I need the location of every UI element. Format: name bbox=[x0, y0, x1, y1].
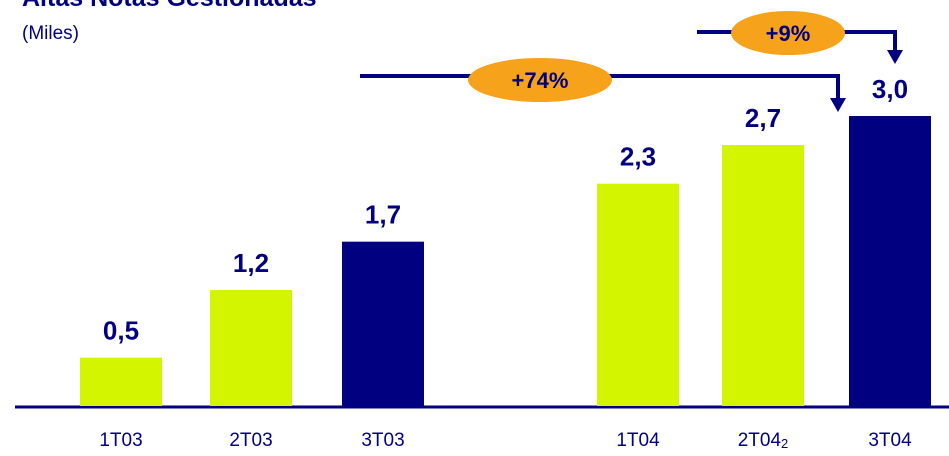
badge bbox=[468, 58, 612, 102]
value-label: 1,7 bbox=[365, 200, 401, 230]
x-tick-label: 2T03 bbox=[229, 430, 272, 451]
annotation: +9% bbox=[766, 21, 811, 46]
x-tick-label: 1T04 bbox=[616, 430, 660, 451]
bar bbox=[210, 290, 292, 406]
chart-title: Altas Notas Gestionadas bbox=[22, 0, 317, 12]
bar bbox=[849, 116, 931, 406]
category: 2T03 bbox=[229, 430, 272, 451]
value-label: 1,2 bbox=[233, 248, 269, 278]
x-tick-label: 1T03 bbox=[99, 430, 142, 451]
footnote-marker: 2 bbox=[781, 436, 788, 451]
value-label: 2,3 bbox=[620, 142, 656, 172]
bar bbox=[597, 183, 679, 406]
category: 3T04 bbox=[868, 430, 912, 451]
chart-subtitle: (Miles) bbox=[22, 23, 79, 44]
category: 1T03 bbox=[99, 430, 142, 451]
x-tick-label: 3T03 bbox=[361, 430, 404, 451]
category: 2T04 bbox=[738, 430, 782, 451]
annotation: +74% bbox=[512, 68, 569, 93]
bar bbox=[722, 145, 804, 406]
growth-arrow-9 bbox=[697, 11, 903, 64]
x-tick-label: 2T042 bbox=[738, 430, 789, 451]
arrow-head bbox=[887, 50, 903, 64]
category: 3T03 bbox=[361, 430, 404, 451]
category: 1T04 bbox=[616, 430, 660, 451]
x-tick-label: 3T04 bbox=[868, 430, 912, 451]
bar bbox=[342, 241, 424, 406]
value-label: 0,5 bbox=[103, 316, 139, 346]
value-label: 3,0 bbox=[872, 74, 908, 104]
bar bbox=[80, 357, 162, 406]
badge bbox=[731, 11, 845, 55]
growth-arrow-74 bbox=[360, 58, 846, 112]
value-label: 2,7 bbox=[745, 103, 781, 133]
arrow-head bbox=[830, 98, 846, 112]
